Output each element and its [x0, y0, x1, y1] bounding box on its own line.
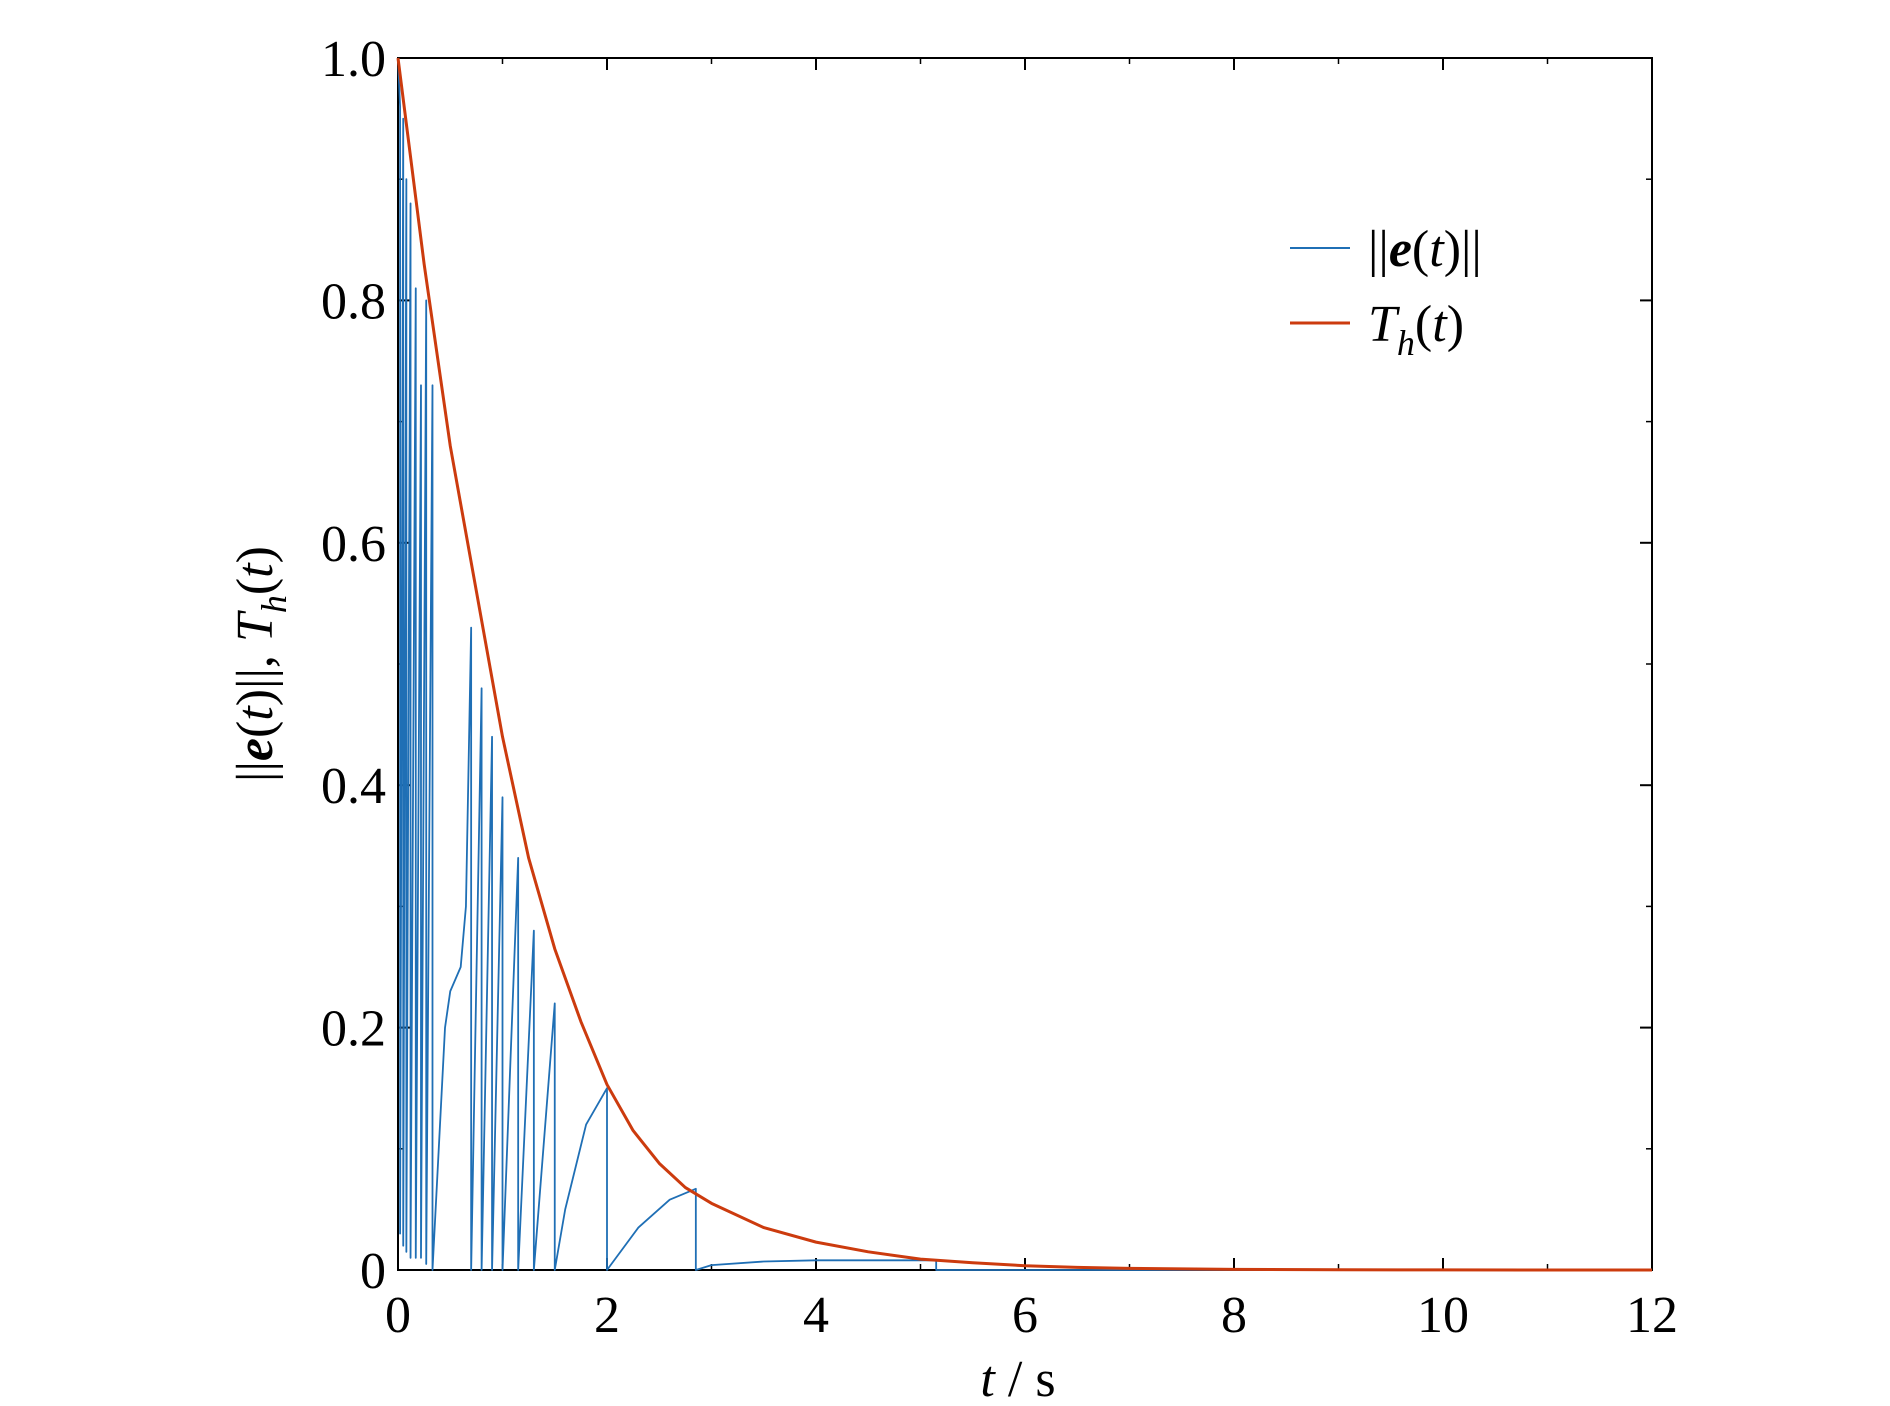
legend-label-e: ||e(t)|| [1368, 221, 1482, 278]
series-line-error-norm [397, 57, 1652, 1271]
x-tick-label: 8 [1221, 1287, 1247, 1344]
x-axis-label: t / s [980, 1351, 1055, 1406]
legend-label-th: Th(t) [1368, 296, 1464, 363]
series-line-threshold [396, 57, 1652, 1272]
x-tick-label: 2 [594, 1287, 620, 1344]
series-layer [396, 57, 1652, 1272]
y-tick-label: 0.2 [321, 1001, 386, 1058]
y-tick-label: 0 [360, 1243, 386, 1300]
x-tick-label: 12 [1626, 1287, 1678, 1344]
x-tick-label: 0 [385, 1287, 411, 1344]
y-tick-label: 0.8 [321, 273, 386, 330]
x-tick-label: 10 [1417, 1287, 1469, 1344]
y-tick-label: 0.4 [321, 758, 386, 815]
x-tick-label: 4 [803, 1287, 829, 1344]
legend: ||e(t)|| Th(t) [1290, 221, 1482, 363]
y-axis-label: ||e(t)||, Th(t) [227, 546, 294, 782]
axis-tick-labels: 0 2 4 6 8 10 12 0 0.2 0.4 0.6 0.8 1.0 [321, 31, 1678, 1344]
y-tick-label: 1.0 [321, 31, 386, 88]
x-tick-label: 6 [1012, 1287, 1038, 1344]
y-tick-label: 0.6 [321, 516, 386, 573]
